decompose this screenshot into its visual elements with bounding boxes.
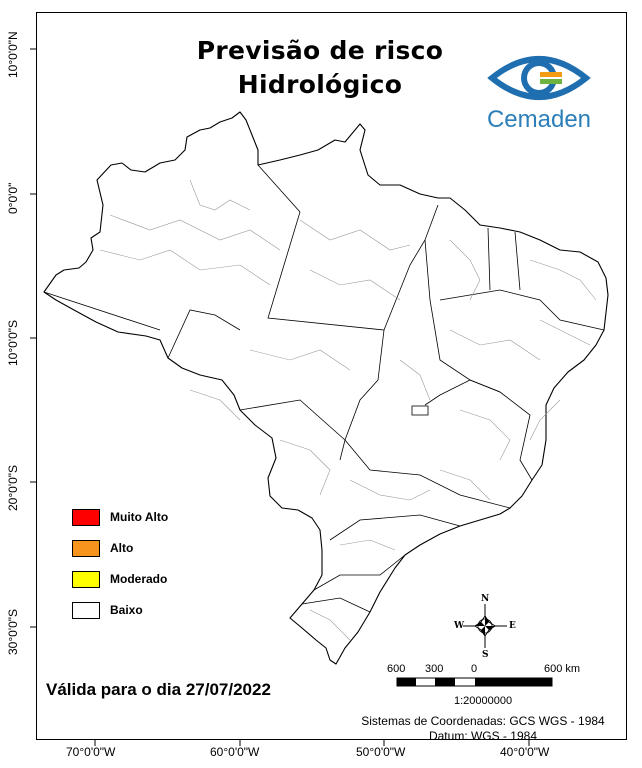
coordinate-system-note: Sistemas de Coordenadas: GCS WGS - 1984 …	[352, 714, 614, 744]
latitude-label-30s: 30°0'0"S	[6, 608, 20, 655]
legend-label-muito-alto: Muito Alto	[110, 510, 169, 524]
map-title-line1: Previsão de risco	[196, 36, 444, 65]
scale-tick-0: 0	[471, 663, 478, 675]
compass-west-label: W	[454, 621, 465, 631]
latitude-label-20s: 20°0'0"S	[6, 464, 20, 511]
latitude-label-10n: 10°0'0"N	[6, 31, 20, 78]
scale-tick-300: 300	[425, 663, 444, 675]
scale-tick-600-left: 600	[387, 663, 406, 675]
longitude-label-50w: 50°0'0"W	[356, 745, 406, 759]
graticule-ticks	[30, 48, 530, 746]
legend-label-alto: Alto	[110, 541, 134, 555]
validity-date: Válida para o dia 27/07/2022	[46, 680, 271, 699]
scale-ratio: 1:20000000	[454, 695, 513, 707]
compass-rose	[463, 604, 507, 648]
legend-swatch-muito-alto	[72, 509, 100, 526]
coordinate-system: Sistemas de Coordenadas: GCS WGS - 1984	[361, 714, 605, 728]
legend-label-moderado: Moderado	[110, 572, 168, 586]
latitude-label-10s: 10°0'0"S	[6, 319, 20, 366]
minor-borders	[99, 179, 597, 641]
longitude-label-60w: 60°0'0"W	[210, 745, 260, 759]
map-border	[36, 12, 627, 740]
cemaden-eye-icon	[487, 56, 591, 100]
compass-south-label: S	[482, 650, 489, 660]
longitude-label-40w: 40°0'0"W	[500, 745, 550, 759]
legend-swatch-alto	[72, 540, 100, 557]
legend-label-baixo: Baixo	[110, 603, 143, 617]
legend-swatch-moderado	[72, 571, 100, 588]
map-title-line2: Hidrológico	[237, 70, 403, 99]
state-borders	[43, 164, 605, 613]
longitude-label-70w: 70°0'0"W	[66, 745, 116, 759]
scale-bar	[396, 677, 553, 687]
latitude-label-0: 0°0'0"	[6, 182, 20, 214]
brazil-outline	[43, 111, 609, 665]
legend-swatch-baixo	[72, 602, 100, 619]
federal-district	[411, 405, 429, 416]
map-title: Previsão de risco Hidrológico	[150, 34, 490, 102]
cemaden-logo-text: Cemaden	[486, 106, 592, 133]
compass-east-label: E	[509, 621, 516, 631]
scale-tick-600-right: 600 km	[544, 663, 581, 675]
cemaden-logo: Cemaden	[474, 48, 604, 138]
coordinate-datum: Datum: WGS - 1984	[428, 729, 538, 743]
compass-north-label: N	[481, 594, 490, 604]
